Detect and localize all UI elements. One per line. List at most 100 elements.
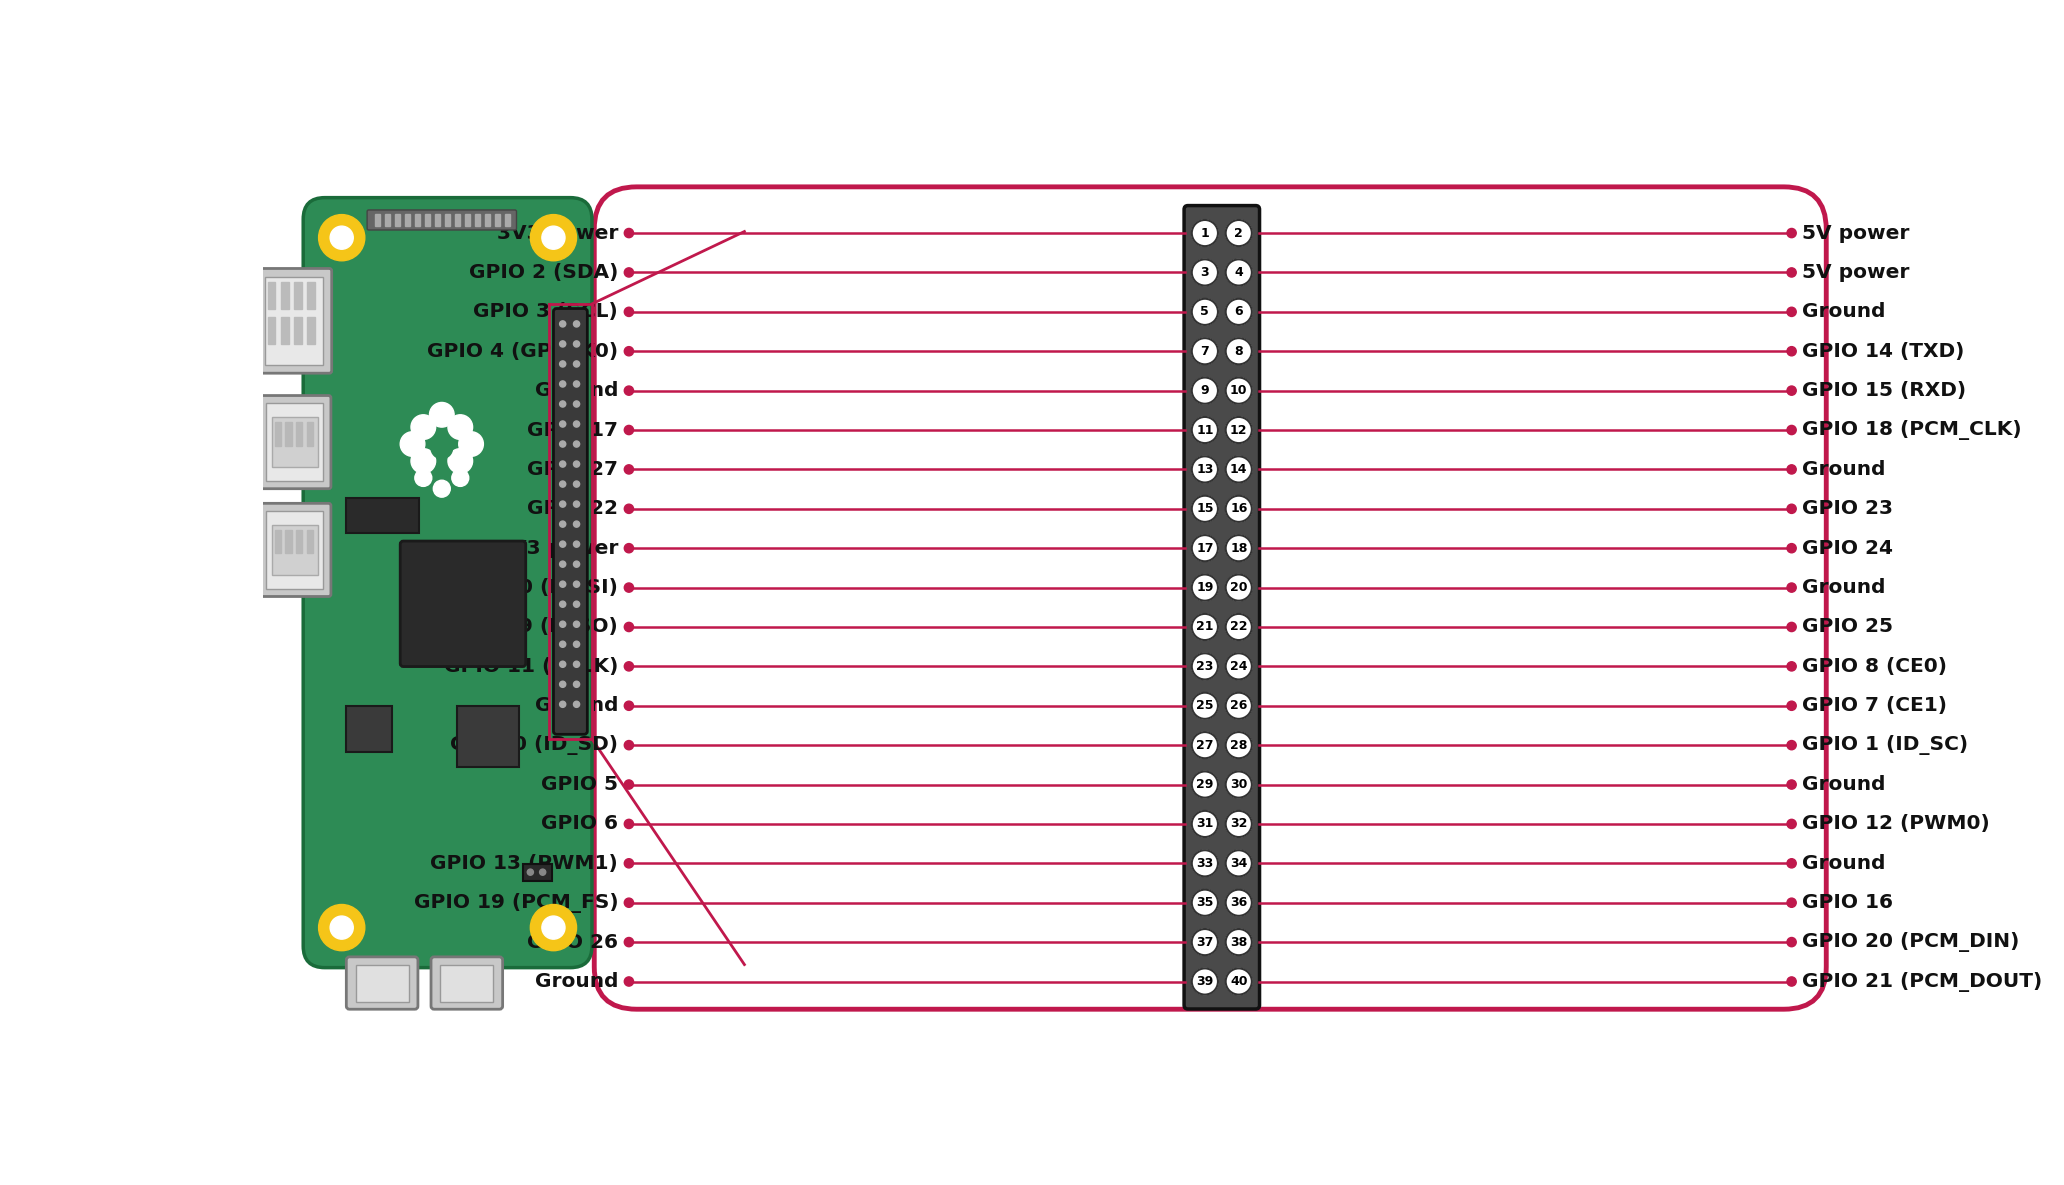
Circle shape (1191, 575, 1218, 601)
Circle shape (574, 561, 580, 568)
Circle shape (1787, 465, 1796, 474)
Circle shape (1226, 220, 1253, 246)
Circle shape (1226, 850, 1253, 877)
Bar (272, 417, 318, 467)
Text: 5: 5 (1201, 306, 1210, 319)
Bar (446, 213, 450, 226)
Circle shape (1191, 495, 1218, 521)
Circle shape (574, 621, 580, 627)
Circle shape (1787, 386, 1796, 396)
Circle shape (574, 421, 580, 427)
Text: 17: 17 (1197, 542, 1214, 555)
Bar (275, 530, 281, 553)
Text: GPIO 7 (CE1): GPIO 7 (CE1) (1802, 697, 1948, 716)
Text: Ground: Ground (535, 697, 617, 716)
FancyBboxPatch shape (553, 308, 588, 735)
Text: GPIO 3 (SCL): GPIO 3 (SCL) (473, 302, 617, 321)
Text: 3V3 power: 3V3 power (497, 224, 617, 243)
Circle shape (1226, 575, 1253, 601)
Circle shape (574, 361, 580, 367)
Circle shape (574, 681, 580, 687)
Bar (308, 318, 314, 344)
Circle shape (623, 583, 634, 592)
Bar (285, 423, 291, 446)
Circle shape (559, 521, 566, 527)
Bar (495, 213, 499, 226)
Bar (268, 282, 275, 309)
Circle shape (415, 469, 431, 486)
Circle shape (1787, 976, 1796, 986)
Text: GPIO 25: GPIO 25 (1802, 617, 1893, 636)
Bar (458, 706, 518, 768)
Text: GPIO 21 (PCM_DOUT): GPIO 21 (PCM_DOUT) (1802, 972, 2043, 992)
Bar (345, 498, 419, 532)
Circle shape (448, 449, 473, 473)
Circle shape (574, 341, 580, 347)
Circle shape (1787, 307, 1796, 316)
Text: GPIO 17: GPIO 17 (526, 421, 617, 440)
Text: Ground: Ground (1802, 775, 1886, 794)
Text: Ground: Ground (1802, 302, 1886, 321)
Text: 7: 7 (1201, 345, 1210, 358)
Circle shape (574, 401, 580, 408)
Circle shape (574, 601, 580, 607)
Circle shape (400, 431, 425, 456)
Circle shape (1191, 456, 1218, 482)
Circle shape (559, 401, 566, 408)
Bar (415, 213, 421, 226)
Circle shape (330, 226, 353, 249)
Bar (281, 282, 289, 309)
Circle shape (1226, 811, 1253, 837)
Bar (345, 706, 392, 752)
Circle shape (431, 437, 452, 459)
Circle shape (1787, 780, 1796, 789)
Text: 12: 12 (1230, 423, 1247, 436)
Text: 28: 28 (1230, 738, 1247, 751)
Circle shape (1191, 220, 1218, 246)
Bar (308, 530, 314, 553)
Text: 40: 40 (1230, 975, 1247, 988)
Circle shape (559, 421, 566, 427)
FancyBboxPatch shape (431, 956, 504, 1010)
Text: 34: 34 (1230, 857, 1247, 870)
Text: 20: 20 (1230, 581, 1247, 594)
Circle shape (411, 449, 436, 473)
Text: 1: 1 (1201, 226, 1210, 239)
Text: 13: 13 (1197, 463, 1214, 476)
Circle shape (1226, 495, 1253, 521)
Text: 25: 25 (1197, 699, 1214, 712)
Circle shape (1787, 898, 1796, 908)
Text: GPIO 15 (RXD): GPIO 15 (RXD) (1802, 382, 1967, 401)
Circle shape (1191, 771, 1218, 798)
Text: 2: 2 (1234, 226, 1243, 239)
Circle shape (623, 780, 634, 789)
Circle shape (1191, 693, 1218, 719)
Circle shape (1787, 544, 1796, 553)
Circle shape (1191, 890, 1218, 916)
Text: GPIO 11 (SCLK): GPIO 11 (SCLK) (444, 656, 617, 675)
Circle shape (318, 214, 365, 261)
Bar (464, 213, 471, 226)
Text: 11: 11 (1197, 423, 1214, 436)
Circle shape (623, 229, 634, 238)
Bar (436, 213, 440, 226)
Circle shape (574, 441, 580, 447)
Text: 27: 27 (1197, 738, 1214, 751)
Circle shape (411, 415, 436, 440)
Bar (355, 965, 409, 1001)
Text: 31: 31 (1197, 818, 1214, 831)
Text: 37: 37 (1197, 936, 1214, 949)
Text: GPIO 5: GPIO 5 (541, 775, 617, 794)
Circle shape (559, 481, 566, 487)
Bar (308, 423, 314, 446)
Text: GPIO 1 (ID_SC): GPIO 1 (ID_SC) (1802, 735, 1969, 755)
Text: 4: 4 (1234, 265, 1243, 278)
FancyBboxPatch shape (367, 210, 516, 230)
Text: GPIO 20 (PCM_DIN): GPIO 20 (PCM_DIN) (1802, 933, 2021, 952)
Circle shape (623, 937, 634, 947)
Circle shape (623, 544, 634, 553)
Circle shape (623, 819, 634, 828)
Circle shape (539, 869, 545, 876)
Text: GPIO 27: GPIO 27 (526, 460, 617, 479)
Circle shape (1226, 338, 1253, 364)
